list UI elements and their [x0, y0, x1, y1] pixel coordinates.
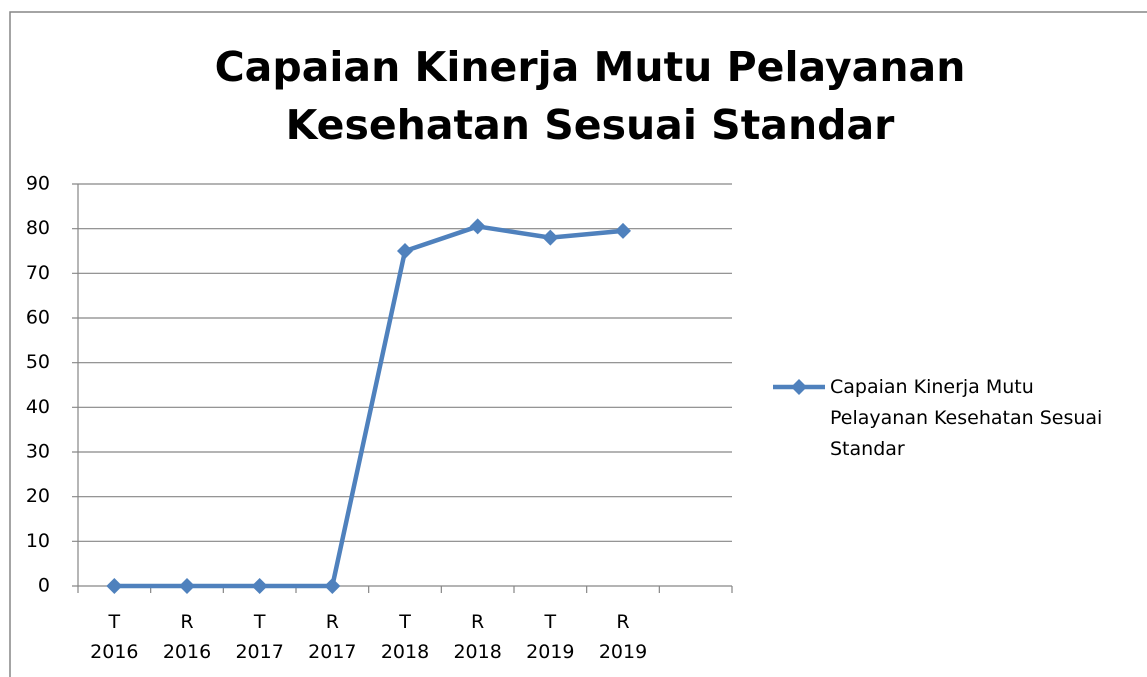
- data-point: [615, 222, 631, 239]
- y-tick-label: 60: [26, 307, 50, 329]
- y-tick-label: 30: [26, 441, 50, 463]
- x-tick-label: T 2019: [526, 611, 575, 663]
- x-tick-label: T 2018: [380, 611, 430, 663]
- y-tick-label: 90: [26, 173, 50, 195]
- data-point: [542, 229, 559, 246]
- data-point: [251, 578, 268, 594]
- legend-label: Capaian Kinerja Mutu Pelayanan Kesehatan…: [830, 376, 1103, 460]
- chart-title: Capaian Kinerja Mutu Pelayanan Kesehatan…: [214, 43, 966, 149]
- data-point: [397, 243, 413, 259]
- x-tick-label: R 2017: [308, 611, 357, 663]
- data-point: [324, 578, 341, 594]
- y-tick-label: 0: [38, 575, 50, 597]
- y-tick-label: 10: [26, 530, 50, 552]
- y-tick-label: 70: [26, 262, 50, 284]
- x-tick-label: R 2016: [162, 611, 212, 663]
- series-line: [114, 224, 624, 589]
- data-point: [469, 218, 486, 235]
- y-tick-label: 20: [26, 485, 50, 507]
- data-point: [106, 578, 123, 594]
- y-tick-label: 40: [26, 396, 50, 418]
- x-tick-label: T 2017: [235, 611, 284, 663]
- chart-frame: [9, 11, 1147, 677]
- data-point: [179, 578, 195, 594]
- x-tick-label: R 2019: [598, 611, 648, 663]
- legend-marker: [791, 379, 807, 395]
- y-tick-label: 50: [26, 351, 50, 373]
- y-tick-label: 80: [26, 217, 50, 239]
- x-tick-label: T 2016: [90, 611, 139, 663]
- x-tick-label: R 2018: [453, 611, 502, 663]
